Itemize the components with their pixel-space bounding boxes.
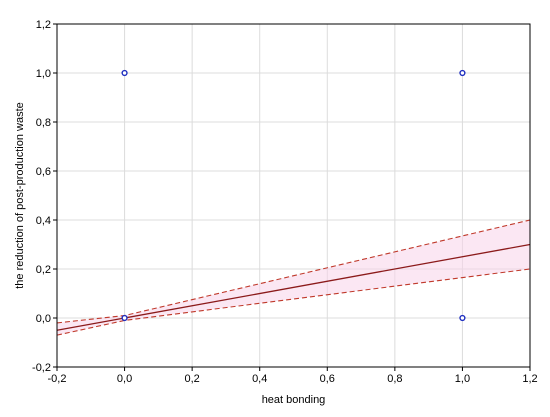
data-point (459, 69, 466, 77)
y-axis-title: the reduction of post-production waste (14, 102, 26, 289)
y-tick-label: 0,0 (36, 313, 51, 325)
x-tick-label: 1,2 (522, 373, 537, 385)
x-tick-label: 0,4 (252, 373, 267, 385)
x-axis-title: heat bonding (262, 394, 326, 406)
x-tick-label: 0,6 (320, 373, 335, 385)
x-tick-label: 0,2 (184, 373, 199, 385)
x-tick-label: -0,2 (48, 373, 67, 385)
data-series (56, 69, 531, 331)
x-tick-label: 1,0 (455, 373, 470, 385)
y-axis-ticks: -0,2 0,0 0,2 0,4 0,6 0,8 1,0 1,2 (32, 19, 57, 374)
y-tick-label: 1,2 (36, 19, 51, 31)
x-tick-label: 0,0 (117, 373, 132, 385)
data-point (121, 314, 128, 322)
y-tick-label: 0,2 (36, 264, 51, 276)
regression-line (56, 243, 531, 331)
y-tick-label: 0,6 (36, 166, 51, 178)
y-tick-label: -0,2 (32, 362, 51, 374)
data-point (121, 69, 128, 77)
confidence-band-shade (57, 220, 530, 336)
x-tick-label: 0,8 (387, 373, 402, 385)
x-axis-ticks: -0,2 0,0 0,2 0,4 0,6 0,8 1,0 1,2 (48, 367, 538, 385)
y-tick-label: 0,4 (36, 215, 51, 227)
data-point (459, 314, 466, 322)
y-tick-label: 0,8 (36, 117, 51, 129)
plot-frame (56, 23, 531, 368)
y-tick-label: 1,0 (36, 68, 51, 80)
